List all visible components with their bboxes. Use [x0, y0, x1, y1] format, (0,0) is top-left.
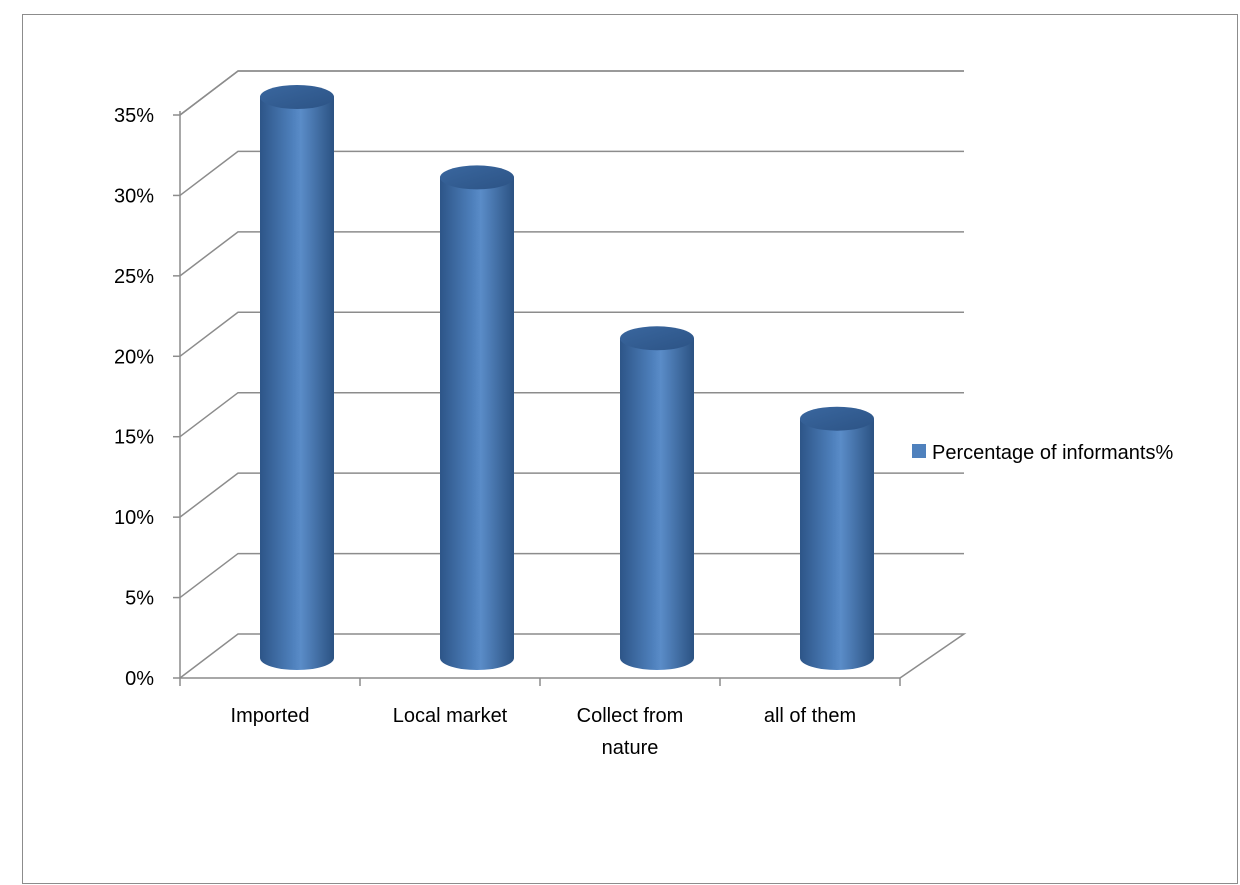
y-tick-label: 20%: [114, 346, 154, 368]
gridline: [179, 311, 964, 357]
gridline: [179, 231, 964, 277]
bar-top: [260, 85, 334, 109]
gridline: [179, 472, 964, 518]
bar: [440, 177, 514, 670]
legend: Percentage of informants%: [912, 442, 1173, 464]
gridline: [179, 391, 964, 438]
gridline: [179, 552, 964, 599]
bar-top: [440, 165, 514, 190]
y-tick-label: 0%: [125, 668, 154, 690]
y-tick-label: 10%: [114, 507, 154, 529]
bar: [260, 97, 334, 670]
y-tick-label: 25%: [114, 266, 154, 288]
axes: [173, 111, 967, 686]
gridline: [179, 150, 964, 197]
bar-top: [800, 406, 874, 431]
x-tick-label: all of them: [764, 705, 856, 727]
legend-swatch: [912, 444, 926, 458]
bar: [800, 418, 874, 670]
x-tick-label: Imported: [231, 705, 310, 727]
bar: [620, 338, 694, 670]
y-tick-label: 5%: [125, 588, 154, 610]
y-tick-label: 15%: [114, 427, 154, 449]
gridline: [179, 70, 964, 116]
legend-label: Percentage of informants%: [932, 442, 1173, 464]
gridlines: [179, 70, 964, 599]
y-tick-label: 30%: [114, 185, 154, 207]
x-tick-label: Collect from nature: [577, 705, 684, 759]
labels: 0% 5% 10% 15% 20% 25% 30% 35% Imported Local mark…: [114, 105, 856, 759]
chart-frame: [22, 14, 1238, 884]
bars: [260, 85, 874, 670]
x-tick-label: Local market: [393, 705, 508, 727]
y-tick-label: 35%: [114, 105, 154, 127]
bar-top: [620, 326, 694, 351]
floor-outline: [179, 633, 967, 679]
